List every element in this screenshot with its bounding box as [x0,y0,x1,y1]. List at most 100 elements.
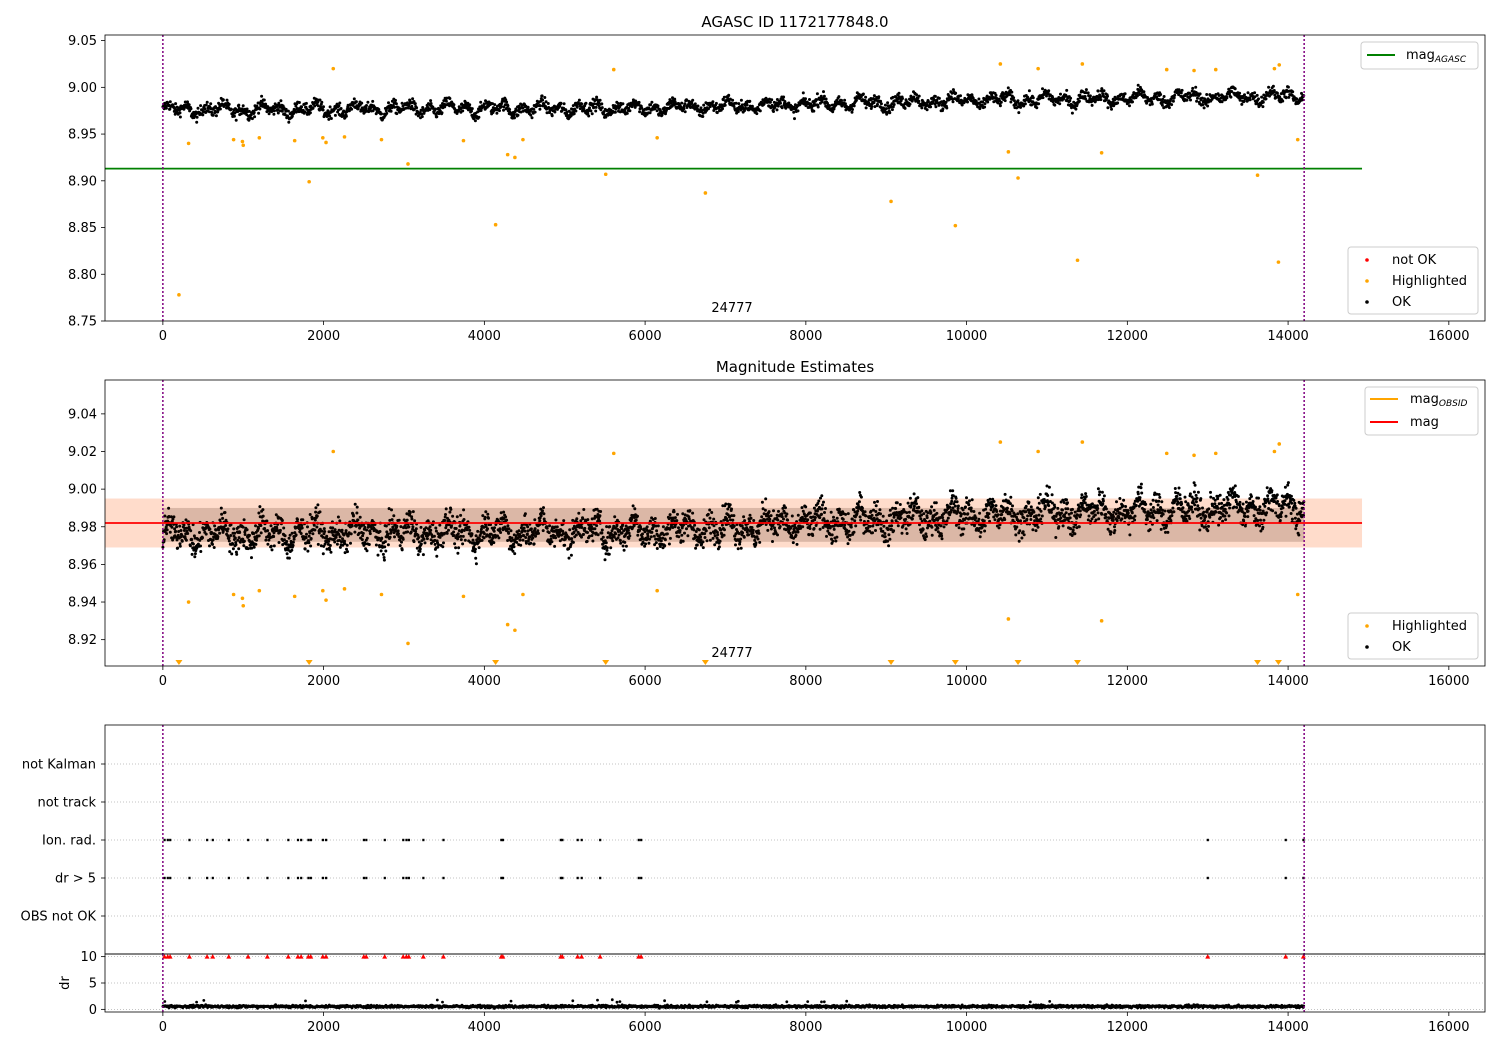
ok-point [1110,107,1113,111]
ok-point [519,543,523,547]
ok-point [917,99,921,103]
ok-point [318,98,322,102]
ok-point [655,547,659,550]
ok-point [468,103,472,107]
x-tick-label: 14000 [1267,329,1308,344]
ok-point [218,107,222,111]
ok-point [193,555,197,559]
ok-point [999,100,1003,104]
ok-point [1010,90,1014,94]
ok-point [906,501,910,505]
ok-point [544,100,548,104]
ok-point [792,110,796,114]
ok-point [211,542,214,546]
ok-point [328,114,332,118]
ok-point [303,547,307,551]
ok-point [412,107,416,111]
ok-point [228,550,232,554]
x-tick-label: 0 [159,329,167,344]
ok-point [783,100,787,103]
y-tick-label: 8.90 [68,174,97,189]
ok-point [345,543,349,547]
ok-point [859,495,863,499]
ok-point [513,116,516,120]
highlighted-point [1213,67,1218,72]
ok-point [690,101,694,105]
highlighted-point [953,223,958,228]
ok-point [437,543,440,547]
ok-point [385,111,389,115]
ok-point [887,544,891,548]
ok-point [872,94,876,98]
ok-point [851,108,854,111]
ok-point [954,91,958,95]
ok-point [1171,99,1175,103]
ok-point [1233,87,1237,91]
ok-point [386,543,390,547]
y-tick-label: 9.05 [68,34,97,49]
highlighted-point [1016,176,1020,180]
ok-point [912,504,916,508]
ok-point [1017,111,1021,115]
ok-point [229,107,233,111]
ok-point [850,105,854,109]
highlighted-point [406,162,410,166]
ok-point [1128,104,1131,108]
ok-point [1023,102,1027,106]
ok-point [648,111,652,115]
ok-point [440,111,444,115]
ok-point [1264,97,1268,101]
ok-point [563,543,567,547]
ok-point [569,542,573,546]
ok-point [737,102,741,106]
ok-point [419,542,423,546]
ok-point [201,113,205,117]
highlighted-point [1075,258,1080,263]
ok-point [516,113,520,117]
highlighted-point [603,172,608,177]
ok-point [306,549,310,553]
ok-point [183,100,187,104]
ok-point [189,107,193,111]
ok-point [276,108,280,112]
ok-point [1229,95,1233,99]
ok-point [1012,99,1016,103]
ok-point [1074,107,1078,111]
ok-point [193,552,197,556]
ok-point [633,105,637,109]
ok-point [195,120,199,124]
ok-point [400,548,404,552]
ok-point [420,115,424,119]
ok-point [951,100,955,104]
ok-point [663,544,667,548]
ok-point [621,102,625,106]
ok-point [1261,105,1265,109]
highlighted-point [521,137,525,142]
ok-point [216,108,220,112]
ok-point [234,118,238,122]
ok-point [739,98,743,102]
ok-point [320,100,324,104]
ok-point [237,103,241,107]
ok-point [379,549,383,553]
highlighted-point [461,138,466,143]
ok-point [1096,89,1100,93]
ok-point [1102,89,1106,93]
ok-point [682,107,686,111]
ok-point [1083,95,1087,98]
ok-point [625,111,629,115]
ok-point [621,544,625,548]
ok-point [587,114,591,118]
ok-point [224,103,228,107]
ok-point [415,106,419,110]
ok-point [762,102,766,106]
ok-point [830,103,834,107]
ok-point [935,98,939,102]
ok-point [932,98,936,102]
ok-point [504,98,508,102]
highlighted-point [703,191,708,195]
ok-point [599,108,603,112]
ok-point [1255,93,1259,97]
ok-point [1172,96,1176,100]
ok-point [374,543,378,547]
